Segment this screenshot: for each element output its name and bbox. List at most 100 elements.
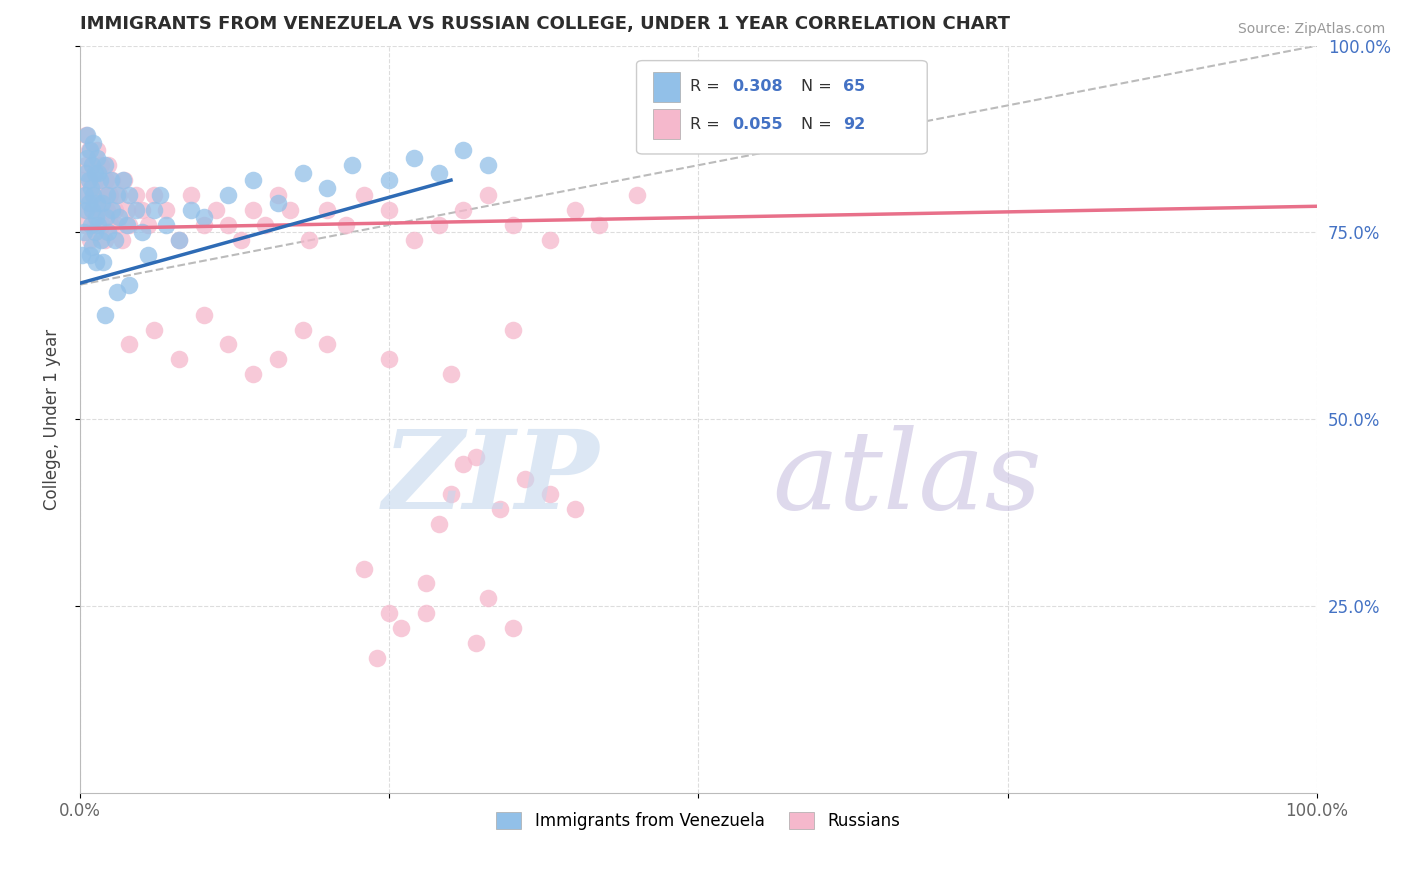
Point <box>94 173 117 187</box>
Point <box>72 173 94 187</box>
Point <box>193 218 215 232</box>
Point <box>100 173 122 187</box>
Point <box>80 218 103 232</box>
Point <box>118 218 141 232</box>
Text: N =: N = <box>801 117 837 132</box>
Point <box>267 188 290 202</box>
Point <box>82 158 104 172</box>
Point <box>515 472 537 486</box>
Point <box>96 188 118 202</box>
Point <box>453 143 475 157</box>
Text: 92: 92 <box>844 117 865 132</box>
Point <box>89 173 111 187</box>
Point <box>73 188 96 202</box>
Point <box>72 226 94 240</box>
Point <box>564 202 586 217</box>
Point <box>90 233 112 247</box>
Point <box>366 651 388 665</box>
Point <box>86 143 108 157</box>
Point <box>84 211 107 225</box>
Point <box>93 158 115 172</box>
Point <box>167 352 190 367</box>
Point <box>76 188 98 202</box>
Point <box>291 322 314 336</box>
Point <box>267 352 290 367</box>
Point <box>626 188 648 202</box>
Point <box>477 188 499 202</box>
Point <box>440 487 463 501</box>
Point <box>124 202 146 217</box>
Point <box>427 516 450 531</box>
Point <box>502 322 524 336</box>
Point <box>75 202 97 217</box>
Point <box>84 255 107 269</box>
Point <box>105 188 128 202</box>
Point <box>112 173 135 187</box>
Point <box>298 233 321 247</box>
Point <box>538 233 561 247</box>
Point <box>464 636 486 650</box>
Point <box>72 202 94 217</box>
Point <box>75 128 97 143</box>
Point <box>90 158 112 172</box>
Point <box>93 233 115 247</box>
Point <box>115 202 138 217</box>
Point <box>267 195 290 210</box>
Point <box>316 337 339 351</box>
Text: 65: 65 <box>844 79 865 95</box>
Point <box>167 233 190 247</box>
Point <box>335 218 357 232</box>
Text: R =: R = <box>690 79 724 95</box>
Point <box>93 255 115 269</box>
Point <box>440 368 463 382</box>
Point <box>105 285 128 300</box>
Text: Source: ZipAtlas.com: Source: ZipAtlas.com <box>1237 22 1385 37</box>
Point <box>76 151 98 165</box>
Point <box>193 211 215 225</box>
Point <box>217 337 239 351</box>
Point <box>217 218 239 232</box>
Point <box>415 576 437 591</box>
Point <box>136 218 159 232</box>
Point <box>98 188 121 202</box>
Point <box>77 195 100 210</box>
Point <box>103 233 125 247</box>
Point <box>91 195 114 210</box>
Point <box>80 173 103 187</box>
Point <box>502 621 524 635</box>
Point <box>402 233 425 247</box>
Point <box>105 218 128 232</box>
Point <box>75 158 97 172</box>
Point <box>87 188 110 202</box>
Point <box>73 218 96 232</box>
Point <box>193 308 215 322</box>
Point <box>464 450 486 464</box>
Point <box>79 143 101 157</box>
Point <box>131 202 153 217</box>
Point <box>378 173 401 187</box>
Point <box>82 188 104 202</box>
Point <box>427 166 450 180</box>
Point <box>242 173 264 187</box>
Point <box>502 218 524 232</box>
Point <box>155 202 177 217</box>
Point <box>254 218 277 232</box>
Point <box>83 218 105 232</box>
Point <box>72 248 94 262</box>
Point <box>87 166 110 180</box>
Point <box>86 195 108 210</box>
Point <box>76 128 98 143</box>
Point <box>155 218 177 232</box>
Point <box>80 180 103 194</box>
Point <box>477 591 499 606</box>
Point <box>112 173 135 187</box>
Point <box>86 151 108 165</box>
Point <box>118 337 141 351</box>
Point <box>353 561 375 575</box>
Point <box>217 188 239 202</box>
Point <box>291 166 314 180</box>
Point <box>378 352 401 367</box>
Point <box>316 180 339 194</box>
Point <box>489 501 512 516</box>
Point <box>353 188 375 202</box>
